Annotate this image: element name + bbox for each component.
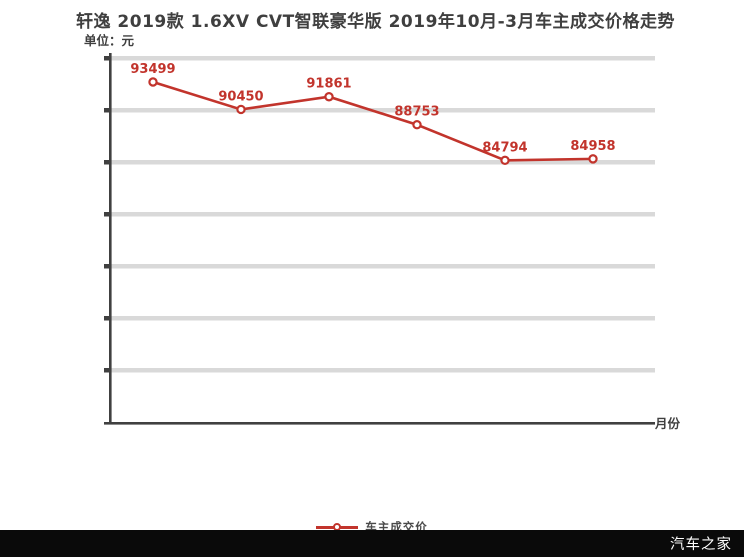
data-point-label: 93499 xyxy=(130,62,175,77)
gridline xyxy=(111,108,655,113)
y-axis-tick xyxy=(104,316,110,321)
data-point-label: 90450 xyxy=(218,89,263,104)
footer-bar: 汽车之家 xyxy=(0,530,744,557)
data-point-marker xyxy=(588,154,598,164)
y-axis-unit-label: 单位：元 xyxy=(84,33,135,48)
data-point-label: 84958 xyxy=(570,139,615,154)
y-axis-tick xyxy=(104,264,110,269)
data-point-label: 84794 xyxy=(482,140,527,155)
chart-title: 轩逸 2019款 1.6XV CVT智联豪华版 2019年10月-3月车主成交价… xyxy=(76,12,675,32)
trend-line xyxy=(152,80,594,162)
x-axis-label: 月份 xyxy=(655,416,681,431)
data-point-marker xyxy=(236,104,246,115)
data-point-marker xyxy=(324,92,334,102)
data-point-marker xyxy=(148,77,158,87)
gridline xyxy=(111,264,655,269)
brand-watermark: 汽车之家 xyxy=(670,537,732,553)
gridline xyxy=(111,316,655,321)
data-point-marker xyxy=(500,155,510,166)
gridline xyxy=(111,368,655,373)
gridline xyxy=(111,160,655,165)
data-point-label: 91861 xyxy=(306,77,351,92)
y-axis-tick xyxy=(104,160,110,165)
gridline xyxy=(111,212,655,217)
data-point-marker xyxy=(412,120,422,130)
y-axis-tick xyxy=(104,56,110,61)
data-point-label: 88753 xyxy=(394,105,439,120)
y-axis-tick xyxy=(104,108,110,113)
y-axis-line xyxy=(109,53,112,424)
y-axis-tick xyxy=(104,368,110,373)
y-axis-tick xyxy=(104,212,110,217)
line-plot-canvas: 93499 90450 91861 88753 84794 84958 xyxy=(104,53,655,425)
x-axis-line xyxy=(104,422,655,425)
gridline xyxy=(111,56,655,61)
